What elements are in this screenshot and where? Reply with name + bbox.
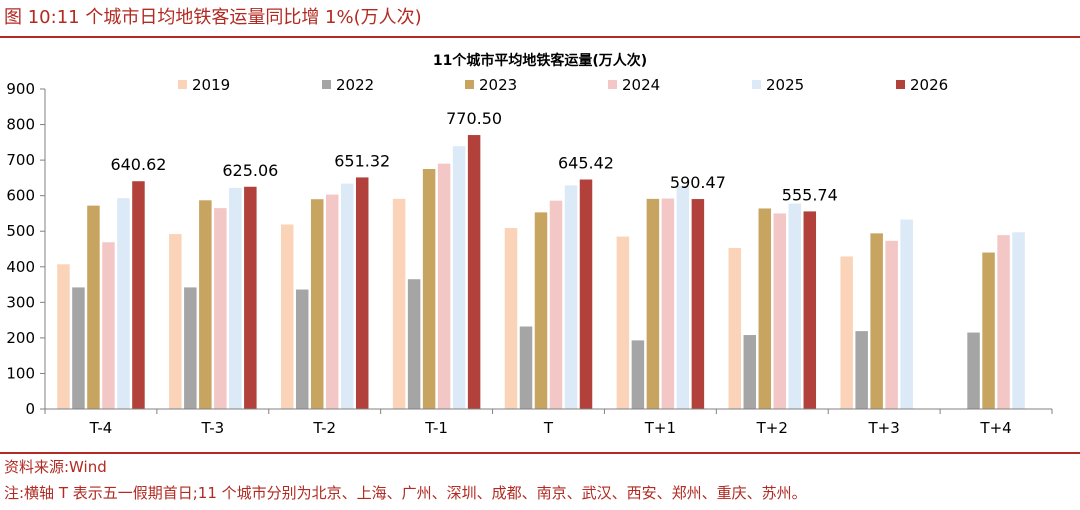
- legend-swatch-2019: [178, 80, 187, 89]
- legend-label-2019: 2019: [192, 76, 230, 94]
- bar-2019: [280, 224, 294, 409]
- bar-2026: [579, 179, 593, 409]
- bar-2025: [452, 146, 466, 409]
- x-tick-label: T-3: [200, 419, 224, 437]
- x-tick-label: T-4: [89, 419, 113, 437]
- bar-2025: [564, 185, 578, 409]
- bar-2025: [676, 185, 690, 409]
- bar-2024: [885, 240, 898, 409]
- x-tick-label: T+2: [756, 419, 788, 437]
- y-tick-label: 600: [6, 187, 35, 205]
- bar-2022: [295, 289, 309, 409]
- bar-2026: [244, 186, 257, 409]
- bar-2025: [340, 183, 354, 409]
- bar-2025: [1012, 232, 1025, 409]
- figure-title: 图 10:11 个城市日均地铁客运量同比增 1%(万人次): [4, 7, 422, 28]
- data-label: 555.74: [782, 185, 838, 204]
- data-label: 625.06: [222, 161, 278, 180]
- y-tick-label: 900: [6, 80, 35, 98]
- x-tick-label: T: [543, 419, 554, 437]
- bar-2019: [504, 228, 518, 409]
- legend-label-2024: 2024: [622, 76, 660, 94]
- bar-2024: [325, 194, 339, 409]
- bar-2026: [691, 199, 705, 409]
- bar-2019: [616, 236, 630, 409]
- bar-2026: [803, 211, 817, 409]
- legend-label-2022: 2022: [336, 76, 374, 94]
- chart-title: 11个城市平均地铁客运量(万人次): [433, 52, 647, 69]
- legend-swatch-2025: [752, 80, 761, 89]
- y-tick-label: 100: [6, 364, 35, 382]
- data-label: 645.42: [558, 154, 614, 173]
- x-tick-label: T+3: [868, 419, 900, 437]
- legend-label-2023: 2023: [479, 76, 517, 94]
- data-label: 770.50: [446, 109, 502, 128]
- footer-divider: [0, 452, 1080, 454]
- bar-2025: [900, 219, 913, 409]
- bar-2022: [184, 287, 197, 409]
- bar-2024: [214, 208, 227, 409]
- bar-2024: [549, 200, 563, 409]
- data-label: 590.47: [670, 173, 726, 192]
- y-tick-label: 0: [25, 400, 35, 418]
- bar-2023: [534, 212, 548, 409]
- y-tick-label: 500: [6, 222, 35, 240]
- bar-2025: [117, 198, 130, 409]
- legend-swatch-2024: [608, 80, 617, 89]
- bar-2023: [310, 199, 324, 409]
- x-tick-label: T+1: [644, 419, 676, 437]
- bar-chart: 11个城市平均地铁客运量(万人次) 0 100 200 300 400 500 600 700 8…: [6, 52, 1053, 437]
- bar-2023: [87, 205, 100, 409]
- bar-2023: [982, 252, 995, 409]
- data-label: 640.62: [110, 155, 166, 174]
- y-tick-label: 800: [6, 116, 35, 134]
- legend-swatch-2026: [896, 80, 905, 89]
- bar-2023: [646, 198, 660, 409]
- bar-2019: [392, 198, 406, 409]
- bar-2022: [407, 279, 421, 409]
- legend-swatch-2022: [322, 80, 331, 89]
- bar-2023: [758, 208, 772, 409]
- bar-2024: [661, 198, 675, 409]
- y-tick-label: 200: [6, 329, 35, 347]
- bar-2022: [743, 335, 757, 409]
- y-tick-label: 300: [6, 293, 35, 311]
- bar-2022: [967, 332, 980, 409]
- bar-2023: [199, 200, 212, 409]
- legend-swatch-2023: [465, 80, 474, 89]
- bar-2024: [102, 242, 115, 409]
- bar-2024: [437, 163, 451, 409]
- bar-2026: [467, 135, 481, 409]
- legend-label-2026: 2026: [910, 76, 948, 94]
- source-note: 资料来源:Wind: [4, 458, 107, 476]
- bar-2025: [788, 203, 802, 409]
- bar-2026: [355, 177, 369, 409]
- footnote: 注:横轴 T 表示五一假期首日;11 个城市分别为北京、上海、广州、深圳、成都、…: [4, 484, 807, 502]
- y-tick-label: 700: [6, 151, 35, 169]
- bar-2023: [870, 233, 883, 409]
- x-tick-label: T-1: [424, 419, 448, 437]
- bar-2019: [57, 264, 70, 409]
- bar-2022: [72, 287, 85, 409]
- bar-2019: [840, 256, 853, 409]
- legend-label-2025: 2025: [766, 76, 804, 94]
- bar-2022: [631, 340, 645, 409]
- bar-2023: [422, 169, 436, 409]
- bar-2019: [169, 234, 182, 409]
- bar-2026: [132, 181, 145, 409]
- bar-2024: [773, 213, 787, 409]
- data-label: 651.32: [334, 151, 390, 170]
- x-tick-label: T+4: [979, 419, 1011, 437]
- bar-2022: [519, 326, 533, 409]
- bar-2019: [728, 247, 742, 409]
- bar-2025: [229, 187, 242, 409]
- bar-2024: [997, 235, 1010, 409]
- x-tick-label: T-2: [312, 419, 336, 437]
- y-tick-label: 400: [6, 258, 35, 276]
- bar-2022: [855, 331, 868, 409]
- header-divider: [0, 36, 1080, 38]
